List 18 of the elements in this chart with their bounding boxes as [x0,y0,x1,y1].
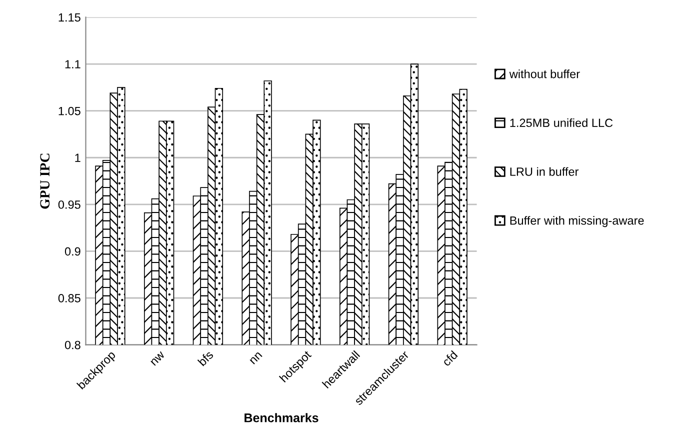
x-tick-label: nn [250,352,262,364]
x-tick-label: cfd [442,350,458,367]
x-axis-title: Benchmarks [244,413,318,422]
y-tick-label: 1.1 [65,60,80,68]
y-tick-label: 1 [75,154,80,162]
y-tick-label: 0.8 [64,340,80,350]
y-tick-label: 0.95 [58,200,80,209]
y-axis-title: GPU IPC [40,154,50,209]
y-tick-label: 1.15 [58,13,80,22]
y-tick-label: 0.9 [64,247,80,256]
legend-label: Buffer with missing-aware [510,216,644,228]
y-tick-label: 1.05 [58,106,80,116]
x-tick-label: bfs [197,350,214,366]
legend-label: without buffer [509,70,580,78]
legend-label: 1.25MB unified LLC [510,118,613,128]
legend-label: LRU in buffer [510,167,579,176]
y-tick-label: 0.85 [58,294,80,302]
x-tick-label: nw [150,351,166,366]
